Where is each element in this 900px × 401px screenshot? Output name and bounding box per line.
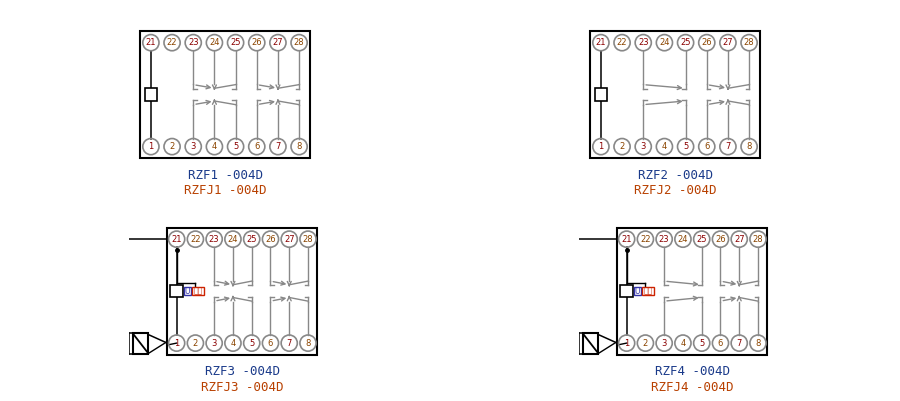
Text: 25: 25 <box>680 38 691 47</box>
Text: 23: 23 <box>209 235 220 244</box>
Bar <box>170 285 183 297</box>
Text: 6: 6 <box>268 338 274 348</box>
Text: RZF3 -004D: RZF3 -004D <box>205 365 280 379</box>
Bar <box>595 89 608 101</box>
Text: 28: 28 <box>302 235 313 244</box>
Text: 2: 2 <box>193 338 198 348</box>
Text: 6: 6 <box>718 338 724 348</box>
Text: RZF4 -004D: RZF4 -004D <box>655 365 730 379</box>
Text: 26: 26 <box>266 235 275 244</box>
Text: 24: 24 <box>678 235 688 244</box>
Bar <box>642 287 654 296</box>
Text: 电源: 电源 <box>644 287 652 296</box>
Text: 4: 4 <box>662 142 667 151</box>
Text: RZF1 -004D: RZF1 -004D <box>187 169 263 182</box>
Text: 24: 24 <box>228 235 238 244</box>
Text: 8: 8 <box>755 338 760 348</box>
Text: 3: 3 <box>641 142 646 151</box>
Text: 5: 5 <box>699 338 705 348</box>
Text: RZFJ1 -004D: RZFJ1 -004D <box>184 184 266 197</box>
Text: RZFJ3 -004D: RZFJ3 -004D <box>201 381 284 394</box>
Text: 27: 27 <box>723 38 734 47</box>
Bar <box>184 287 191 296</box>
Text: 21: 21 <box>596 38 606 47</box>
Bar <box>620 285 633 297</box>
Bar <box>145 89 158 101</box>
Text: 23: 23 <box>638 38 649 47</box>
Bar <box>192 287 204 296</box>
Text: 1: 1 <box>598 142 604 151</box>
Text: 8: 8 <box>305 338 310 348</box>
Text: 2: 2 <box>643 338 648 348</box>
Text: 8: 8 <box>296 142 302 151</box>
Text: RZFJ4 -004D: RZFJ4 -004D <box>651 381 733 394</box>
Text: 24: 24 <box>659 38 670 47</box>
Text: 25: 25 <box>247 235 257 244</box>
Bar <box>167 228 318 354</box>
Text: 23: 23 <box>188 38 199 47</box>
Text: 6: 6 <box>254 142 259 151</box>
Text: 24: 24 <box>209 38 220 47</box>
Bar <box>634 287 641 296</box>
Text: RZFJ2 -004D: RZFJ2 -004D <box>634 184 716 197</box>
Bar <box>617 228 768 354</box>
Text: 5: 5 <box>249 338 255 348</box>
Text: 21: 21 <box>146 38 156 47</box>
Text: 28: 28 <box>743 38 754 47</box>
Bar <box>582 332 598 354</box>
Text: 4: 4 <box>680 338 686 348</box>
Text: 8: 8 <box>746 142 751 151</box>
Text: 7: 7 <box>275 142 281 151</box>
Text: 3: 3 <box>191 142 196 151</box>
Text: 22: 22 <box>616 38 627 47</box>
Text: 2: 2 <box>619 142 625 151</box>
Text: 26: 26 <box>716 235 725 244</box>
Text: 28: 28 <box>752 235 763 244</box>
Text: 25: 25 <box>230 38 241 47</box>
Text: 27: 27 <box>284 235 294 244</box>
Text: 4: 4 <box>212 142 217 151</box>
Text: 电源: 电源 <box>194 287 202 296</box>
Text: U: U <box>634 287 640 296</box>
Text: 26: 26 <box>701 38 712 47</box>
Text: 27: 27 <box>734 235 744 244</box>
Text: 26: 26 <box>251 38 262 47</box>
Text: 7: 7 <box>286 338 292 348</box>
Text: 22: 22 <box>166 38 177 47</box>
Text: 7: 7 <box>725 142 731 151</box>
Text: 5: 5 <box>683 142 688 151</box>
Text: 2: 2 <box>169 142 175 151</box>
Text: 21: 21 <box>171 235 182 244</box>
Text: 22: 22 <box>640 235 651 244</box>
Text: 25: 25 <box>697 235 707 244</box>
Text: 3: 3 <box>662 338 667 348</box>
Text: 22: 22 <box>190 235 201 244</box>
Bar <box>140 31 310 158</box>
Text: RZF2 -004D: RZF2 -004D <box>637 169 713 182</box>
Text: 7: 7 <box>736 338 742 348</box>
Text: 5: 5 <box>233 142 238 151</box>
Text: 28: 28 <box>293 38 304 47</box>
Text: 27: 27 <box>273 38 284 47</box>
Text: 4: 4 <box>230 338 236 348</box>
Text: 3: 3 <box>212 338 217 348</box>
Text: 1: 1 <box>624 338 629 348</box>
Text: 21: 21 <box>621 235 632 244</box>
Text: 6: 6 <box>704 142 709 151</box>
Text: 23: 23 <box>659 235 670 244</box>
Text: 1: 1 <box>174 338 179 348</box>
Bar <box>132 332 148 354</box>
Text: U: U <box>184 287 190 296</box>
Bar <box>590 31 760 158</box>
Text: 1: 1 <box>148 142 154 151</box>
